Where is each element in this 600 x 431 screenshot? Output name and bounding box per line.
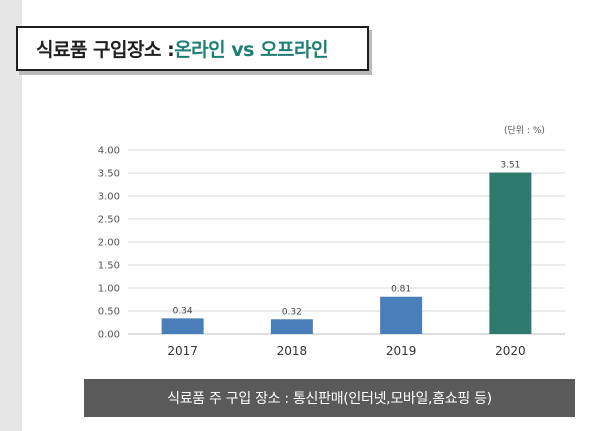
bar-2019	[380, 296, 423, 334]
x-axis-categories: 2017 2018 2019 2020	[167, 344, 525, 358]
bar-2020	[489, 172, 532, 334]
x-tick-label-2017: 2017	[167, 344, 198, 358]
unit-label: (단위 : %)	[504, 126, 545, 136]
data-label-2017: 0.34	[173, 306, 193, 316]
x-tick-label-2019: 2019	[386, 344, 417, 358]
x-tick-label-2018: 2018	[277, 344, 308, 358]
bar-2017	[161, 318, 204, 334]
bar-2018	[270, 319, 313, 334]
y-tick-label: 1.50	[98, 261, 120, 272]
y-tick-label: 4.00	[98, 146, 120, 157]
caption-bar: 식료품 주 구입 장소 : 통신판매(인터넷,모바일,홈쇼핑 등)	[84, 379, 575, 417]
y-tick-label: 0.00	[98, 330, 120, 341]
y-tick-label: 0.50	[98, 307, 120, 318]
slide-title-box: 식료품 구입장소 : 온라인 vs 오프라인	[16, 26, 369, 71]
y-tick-label: 1.00	[98, 284, 120, 295]
caption-text: 식료품 주 구입 장소 : 통신판매(인터넷,모바일,홈쇼핑 등)	[167, 391, 492, 407]
left-side-strip	[0, 0, 22, 431]
x-tick-label-2020: 2020	[495, 344, 526, 358]
y-axis-ticks: 0.00 0.50 1.00 1.50 2.00 2.50 3.00 3.50 4.00	[98, 146, 120, 341]
chart-value-labels: 0.34 0.32 0.81 3.51	[173, 161, 521, 318]
y-tick-label: 2.50	[98, 215, 120, 226]
chart-bars	[161, 172, 532, 334]
y-tick-label: 2.00	[98, 238, 120, 249]
y-tick-label: 3.00	[98, 192, 120, 203]
data-label-2019: 0.81	[391, 285, 411, 295]
data-label-2020: 3.51	[500, 161, 520, 171]
slide-title-main: 식료품 구입장소 :	[36, 39, 175, 61]
slide-title-accent: 온라인 vs 오프라인	[174, 39, 328, 61]
y-tick-label: 3.50	[98, 169, 120, 180]
data-label-2018: 0.32	[282, 307, 302, 317]
